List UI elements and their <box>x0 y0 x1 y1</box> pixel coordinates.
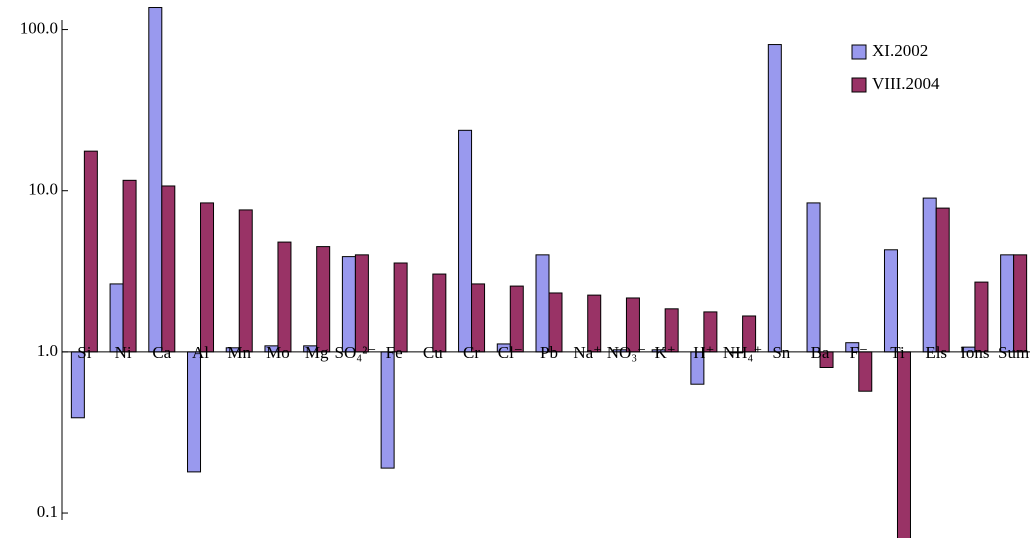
legend-swatch <box>851 44 867 60</box>
bar <box>767 44 782 353</box>
y-tick-label: 1.0 <box>37 341 58 360</box>
bar <box>83 150 98 353</box>
bar <box>341 256 356 353</box>
x-tick-label: NH₄⁺ <box>723 343 762 362</box>
bar <box>458 129 473 353</box>
x-tick-label: Sn <box>772 343 790 362</box>
bar <box>974 281 989 353</box>
x-tick-label: Na⁺ <box>573 343 602 362</box>
x-tick-label: Mo <box>266 343 290 362</box>
bar <box>316 246 331 353</box>
bar <box>380 351 395 469</box>
x-tick-label: Cr <box>463 343 480 362</box>
legend-label: XI.2002 <box>872 41 928 60</box>
bar <box>935 207 950 353</box>
x-tick-label: NO₃⁻ <box>607 343 646 362</box>
x-tick-label: Ni <box>115 343 132 362</box>
x-tick-label: Ca <box>152 343 171 362</box>
bar <box>238 209 253 353</box>
x-tick-label: Mn <box>227 343 251 362</box>
bar <box>277 241 292 353</box>
bar <box>200 202 215 353</box>
x-tick-label: Mg <box>305 343 329 362</box>
bar <box>471 283 486 353</box>
bar <box>806 202 821 353</box>
bar <box>883 249 898 353</box>
x-tick-label: Els <box>925 343 947 362</box>
bars <box>70 7 1028 538</box>
bar <box>122 179 137 353</box>
bar <box>535 254 550 353</box>
x-tick-label: Cl⁻ <box>498 343 523 362</box>
bar <box>109 283 124 353</box>
y-tick-label: 10.0 <box>28 180 58 199</box>
x-tick-label: SO₄²⁻ <box>335 343 377 362</box>
y-tick-label: 0.1 <box>37 502 58 521</box>
bar <box>896 351 911 538</box>
bar <box>187 351 202 473</box>
bar <box>161 185 176 353</box>
x-tick-label: H⁺ <box>693 343 714 362</box>
bar <box>1013 254 1028 353</box>
bar <box>393 262 408 353</box>
x-tick-label: Ti <box>890 343 905 362</box>
x-tick-label: F⁻ <box>850 343 868 362</box>
x-tick-label: Ba <box>811 343 830 362</box>
x-tick-label: Cu <box>423 343 443 362</box>
legend-label: VIII.2004 <box>872 74 940 93</box>
x-tick-label: Ions <box>960 343 989 362</box>
x-tick-label: Si <box>77 343 91 362</box>
bar <box>354 254 369 353</box>
y-tick-label: 100.0 <box>20 18 58 37</box>
x-tick-label: K⁺ <box>655 343 676 362</box>
x-tick-label: Fe <box>386 343 403 362</box>
bar <box>922 197 937 353</box>
x-tick-label: Pb <box>540 343 558 362</box>
bar <box>1000 254 1015 353</box>
x-tick-label: Al <box>192 343 209 362</box>
legend-swatch <box>851 77 867 93</box>
bar <box>148 7 163 353</box>
bar <box>432 273 447 353</box>
x-tick-label: Sum <box>998 343 1029 362</box>
